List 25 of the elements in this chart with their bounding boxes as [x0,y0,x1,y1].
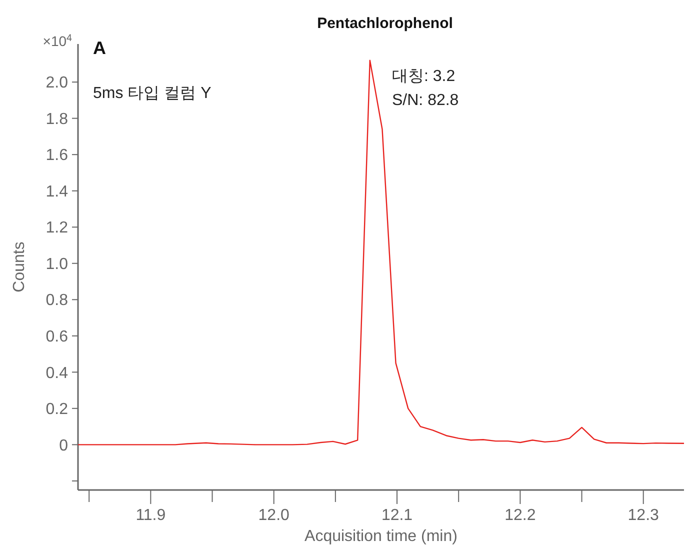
y-tick-label: 1.6 [46,147,68,164]
annotation: 대칭: 3.2 [392,68,456,85]
y-tick-label: 1.0 [46,256,68,273]
x-tick-label: 12.3 [628,507,660,524]
x-tick-label: 11.9 [136,507,166,524]
y-tick-label: 1.8 [46,110,68,128]
y-tick-label: 0.4 [46,364,68,382]
annotation: A [93,38,106,58]
y-tick-label: 2.0 [46,74,68,92]
y-tick-label: 0 [59,437,68,454]
x-tick-label: 12.0 [258,507,290,524]
line-series [77,60,685,446]
annotation: 5ms 타입 컬럼 Y [93,85,212,102]
y-tick-label: 0.6 [46,328,68,346]
chart-title: Pentachlorophenol [317,15,453,32]
y-axis-title: Counts [11,242,28,292]
x-axis-title: Acquisition time (min) [304,528,458,545]
y-tick-label: 0.8 [46,292,68,310]
x-tick-label: 12.1 [381,507,413,524]
y-tick-label: 1.2 [46,220,68,237]
y-tick-label: 0.2 [46,401,68,418]
y-tick-label: 1.4 [46,183,68,200]
text: ×10$^{4}$ [42,32,73,49]
annotation: S/N: 82.8 [392,92,459,109]
x-tick-label: 12.2 [504,507,536,524]
